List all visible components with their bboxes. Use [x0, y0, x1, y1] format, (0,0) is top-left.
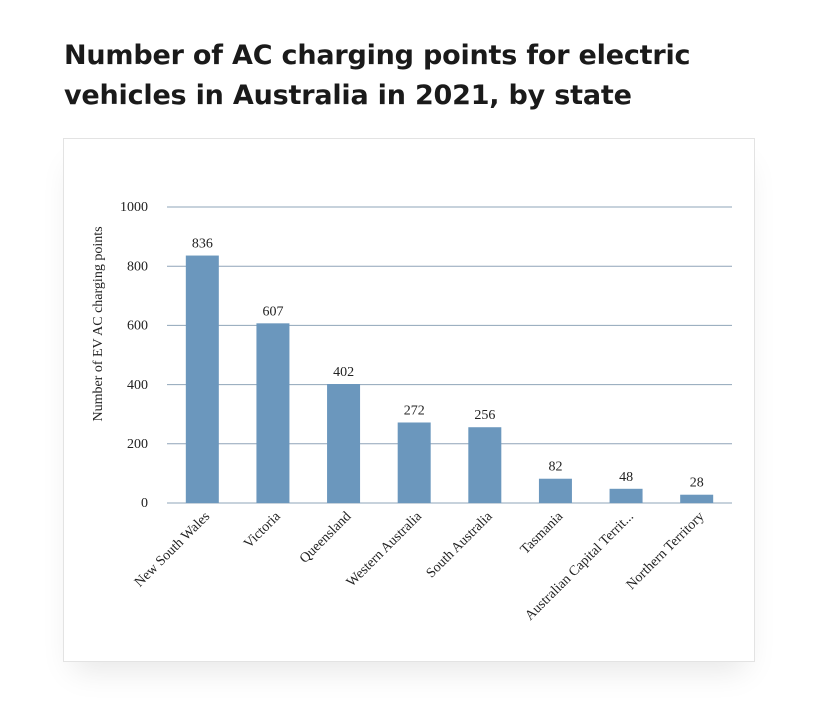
chart-card: 0 200 400 600 800 1000 836 607 402 272 256 82 48 28 …	[63, 138, 755, 662]
bar	[609, 488, 643, 503]
data-label: 256	[474, 408, 495, 423]
y-tick-labels: 0 200 400 600 800 1000	[120, 200, 148, 511]
page-title: Number of AC charging points for electri…	[64, 40, 691, 111]
grid-layer	[167, 206, 732, 504]
x-tick-label: Queensland	[297, 509, 354, 566]
bar	[468, 427, 502, 503]
data-label: 48	[619, 470, 633, 485]
y-tick-label: 0	[141, 496, 148, 511]
y-tick-label: 200	[127, 437, 148, 452]
x-tick-label: New South Wales	[132, 509, 213, 590]
bar	[185, 255, 219, 503]
data-label: 28	[690, 476, 704, 491]
bars	[185, 255, 714, 503]
x-tick-labels: New South Wales Victoria QueenslandWestern…	[132, 509, 707, 624]
bar	[327, 384, 361, 503]
data-labels: 836 607 402 272 256 82 48 28	[192, 237, 704, 491]
data-label: 82	[548, 460, 562, 475]
y-tick-label: 800	[127, 259, 148, 274]
x-tick-label: Victoria	[241, 509, 284, 552]
data-label: 836	[192, 237, 213, 252]
data-label: 272	[404, 403, 425, 418]
x-tick-label: Northern Territory	[624, 509, 708, 593]
data-label: 607	[262, 304, 283, 319]
y-tick-label: 600	[127, 319, 148, 334]
x-tick-label: Tasmania	[518, 509, 567, 558]
bar	[538, 478, 572, 503]
y-axis-label: Number of EV AC charging points	[91, 226, 106, 421]
x-tick-label: Western Australia	[344, 509, 426, 591]
y-tick-label: 1000	[120, 200, 148, 215]
bar	[680, 494, 714, 503]
bar	[256, 323, 290, 503]
x-tick-label: South Australia	[424, 509, 496, 581]
data-label: 402	[333, 365, 354, 380]
y-tick-label: 400	[127, 378, 148, 393]
bar	[397, 422, 431, 503]
